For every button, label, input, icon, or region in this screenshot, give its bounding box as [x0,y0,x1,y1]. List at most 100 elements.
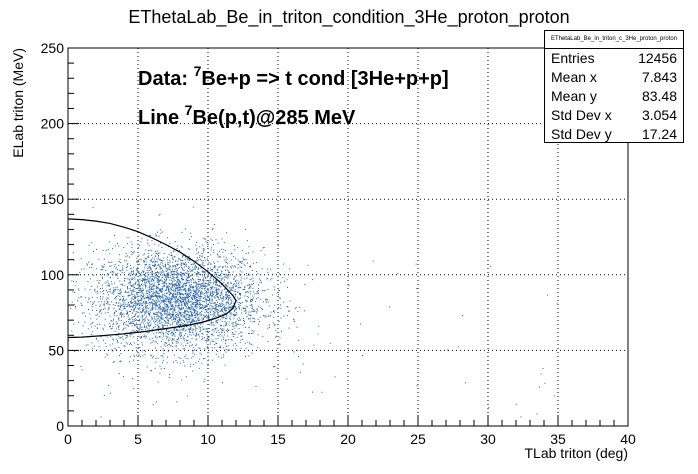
data-point [202,263,204,265]
data-point [232,287,234,289]
data-point [255,386,257,388]
data-point [156,292,158,294]
data-point [129,288,131,290]
data-point [181,246,183,248]
data-point [232,325,234,327]
data-point [553,395,555,397]
data-point [142,302,144,304]
data-point [95,338,97,339]
data-point [179,250,180,252]
data-point [170,298,172,300]
data-point [145,293,147,294]
data-point [164,295,166,297]
data-point [149,265,151,267]
data-point [135,295,137,297]
data-point [190,312,192,314]
data-point [191,274,193,276]
data-point [217,308,219,310]
data-point [208,283,210,285]
data-point [231,265,233,267]
data-point [123,280,125,282]
data-point [162,338,164,340]
data-point [133,267,135,269]
data-point [175,302,177,304]
data-point [139,278,141,280]
data-point [154,243,156,245]
data-point [176,302,178,304]
data-point [117,269,119,271]
data-point [172,331,174,333]
data-point [213,267,215,269]
data-point [144,298,146,300]
data-point [135,275,137,276]
data-point [148,325,150,327]
data-point [155,255,157,257]
data-point [180,259,182,261]
data-point [177,305,179,307]
data-point [188,267,189,269]
data-point [209,293,211,295]
data-point [185,257,187,259]
data-point [109,241,111,243]
data-point [151,301,153,303]
data-point [140,291,142,293]
data-point [132,378,134,379]
data-point [194,311,196,313]
data-point [130,310,131,312]
data-point [173,319,175,320]
data-point [109,344,111,346]
data-point [170,279,172,281]
data-point [136,327,138,328]
data-point [257,291,259,293]
data-point [73,323,75,325]
data-point [133,319,135,321]
data-point [220,310,222,312]
data-point [194,267,196,269]
data-point [130,268,132,270]
data-point [156,318,158,320]
data-point [225,302,227,304]
data-point [150,320,152,322]
data-point [151,370,153,372]
data-point [247,296,249,298]
data-point [209,254,211,256]
data-point [192,321,194,322]
data-point [147,278,149,280]
data-point [192,287,194,289]
data-point [215,310,217,311]
data-point [174,270,176,272]
data-point [192,347,194,349]
data-point [160,336,162,338]
stats-label: Mean x [551,69,597,85]
data-point [129,282,131,284]
data-point [197,257,198,259]
data-point [174,285,176,287]
data-point [175,283,177,284]
data-point [221,329,223,331]
data-point [217,256,219,258]
data-point [215,307,217,308]
data-point [109,326,111,328]
data-point [129,335,131,337]
data-point [157,231,158,233]
data-point [249,304,251,306]
data-point [213,317,215,319]
data-point [188,292,190,294]
data-point [186,308,188,310]
data-point [211,269,212,271]
data-point [187,313,189,315]
data-point [184,310,186,312]
data-point [177,245,178,247]
data-point [193,310,195,312]
data-point [169,317,171,319]
data-point [239,275,241,277]
data-point [139,328,141,330]
data-point [172,281,174,283]
data-point [191,263,193,265]
data-point [226,293,228,295]
data-point [128,310,130,312]
data-point [88,309,89,310]
data-point [107,303,109,305]
data-point [189,319,190,320]
data-point [136,354,138,356]
